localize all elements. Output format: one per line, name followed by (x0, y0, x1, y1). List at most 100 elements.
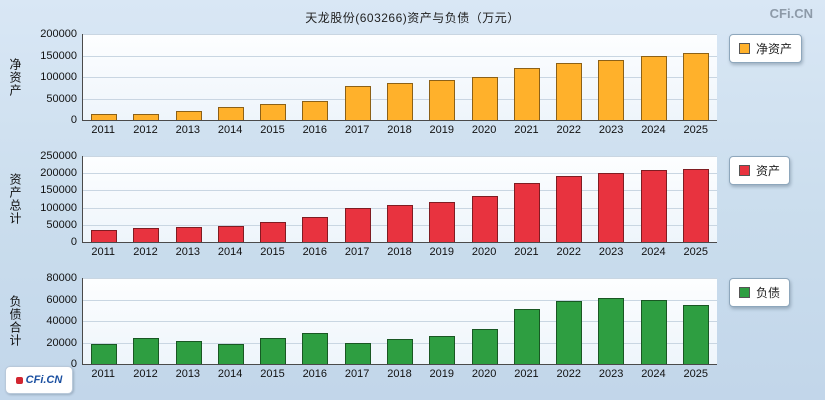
bar-2013 (175, 226, 202, 242)
bar-series (83, 156, 717, 242)
gridline (83, 299, 717, 301)
x-tick-label: 2024 (641, 246, 666, 258)
y-tick-label: 250000 (40, 150, 77, 162)
plot-area (82, 156, 717, 243)
x-tick-label: 2022 (556, 368, 582, 380)
bar-2012 (133, 113, 160, 120)
x-tick-label: 2020 (471, 246, 497, 258)
x-tick-label: 2023 (598, 368, 624, 380)
x-tick-label: 2012 (133, 368, 158, 380)
bar-2011 (91, 343, 118, 364)
bar-2013 (175, 341, 202, 364)
y-tick-label: 100000 (40, 201, 77, 214)
bar-series (83, 278, 717, 364)
bar-2024 (640, 169, 667, 242)
x-tick-label: 2023 (598, 246, 624, 258)
plot-area (82, 34, 717, 121)
x-tick-label: 2018 (387, 368, 412, 380)
bar-2024 (640, 299, 667, 364)
bar-2018 (386, 82, 413, 120)
bar-2021 (513, 309, 540, 364)
y-tick-label: 200000 (40, 28, 77, 40)
y-axis-ticks: 0 50000 100000 150000 200000 (24, 28, 82, 126)
bar-2015 (260, 104, 287, 120)
legend-assets: 资产 (729, 156, 791, 185)
y-tick-label: 150000 (40, 184, 77, 197)
x-tick-label: 2025 (683, 368, 708, 380)
cfi-logo-text: CFi.CN (25, 374, 63, 386)
bar-2020 (471, 77, 498, 120)
x-tick-label: 2013 (175, 124, 201, 136)
bar-2014 (217, 107, 244, 120)
x-tick-label: 2015 (260, 246, 285, 258)
x-tick-label: 2018 (387, 124, 412, 136)
gridline (83, 173, 717, 175)
bar-2022 (556, 62, 583, 120)
legend-column: 负债 (717, 278, 821, 392)
bar-2020 (471, 328, 498, 364)
x-tick-label: 2018 (387, 246, 412, 258)
bar-2015 (260, 222, 287, 242)
x-tick-label: 2021 (514, 368, 539, 380)
legend-swatch (739, 165, 750, 176)
legend-label: 负债 (756, 286, 781, 300)
y-axis-ticks: 0 50000 100000 150000 200000 250000 (24, 150, 82, 248)
bar-2017 (344, 85, 371, 120)
bar-2020 (471, 195, 498, 242)
gridline (83, 190, 717, 192)
y-axis-title-text: 资产总计 (8, 173, 22, 225)
legend-column: 净资产 (717, 34, 821, 148)
y-tick-label: 150000 (40, 49, 77, 62)
legend-liabilities: 负债 (729, 278, 791, 307)
gridline (83, 77, 717, 78)
bar-2019 (429, 80, 456, 120)
gridline (83, 156, 717, 157)
legend-label: 资产 (756, 164, 781, 178)
bar-2017 (344, 207, 371, 242)
x-tick-label: 2014 (217, 368, 243, 380)
bar-2021 (513, 68, 540, 120)
x-tick-label: 2011 (91, 124, 115, 136)
bar-2023 (598, 298, 625, 364)
x-tick-label: 2023 (598, 124, 624, 136)
gridline (83, 55, 717, 57)
x-tick-label: 2021 (514, 124, 539, 136)
x-tick-label: 2017 (344, 124, 370, 136)
y-tick-label: 20000 (46, 336, 77, 349)
bar-2014 (217, 343, 244, 364)
x-tick-label: 2021 (514, 246, 539, 258)
x-tick-label: 2019 (429, 246, 455, 258)
bar-2019 (429, 336, 456, 364)
bar-2019 (429, 201, 456, 242)
y-axis-ticks: 0 20000 40000 60000 80000 (24, 272, 82, 370)
x-tick-label: 2016 (302, 124, 328, 136)
bar-2018 (386, 339, 413, 364)
bar-2012 (133, 338, 160, 364)
x-tick-label: 2024 (641, 124, 666, 136)
bar-2011 (91, 114, 118, 120)
y-axis-title: 负债合计 (6, 278, 24, 364)
bar-2011 (91, 229, 118, 242)
bar-2015 (260, 338, 287, 364)
y-tick-label: 0 (70, 236, 77, 248)
plot-main: 2011 2012 2013 2014 2015 2016 2017 2018 2019 2020… (82, 156, 717, 270)
x-tick-label: 2012 (133, 246, 158, 258)
y-tick-label: 40000 (46, 315, 77, 327)
y-tick-label: 0 (70, 114, 77, 126)
legend-swatch (739, 287, 750, 298)
x-tick-label: 2013 (175, 368, 201, 380)
x-tick-label: 2014 (217, 124, 243, 136)
chart-liabilities: 负债合计 0 20000 40000 60000 80000 2011 2012 2013 2… (6, 272, 821, 392)
gridline (83, 34, 717, 35)
x-tick-label: 2024 (641, 368, 666, 380)
x-tick-label: 2017 (344, 246, 370, 258)
y-tick-label: 80000 (46, 272, 77, 284)
bar-2018 (386, 204, 413, 242)
y-axis-title: 净资产 (6, 34, 24, 120)
x-tick-label: 2015 (260, 124, 285, 136)
bar-2024 (640, 56, 667, 120)
gridline (83, 278, 717, 279)
x-tick-label: 2022 (556, 246, 582, 258)
x-tick-label: 2019 (429, 368, 455, 380)
